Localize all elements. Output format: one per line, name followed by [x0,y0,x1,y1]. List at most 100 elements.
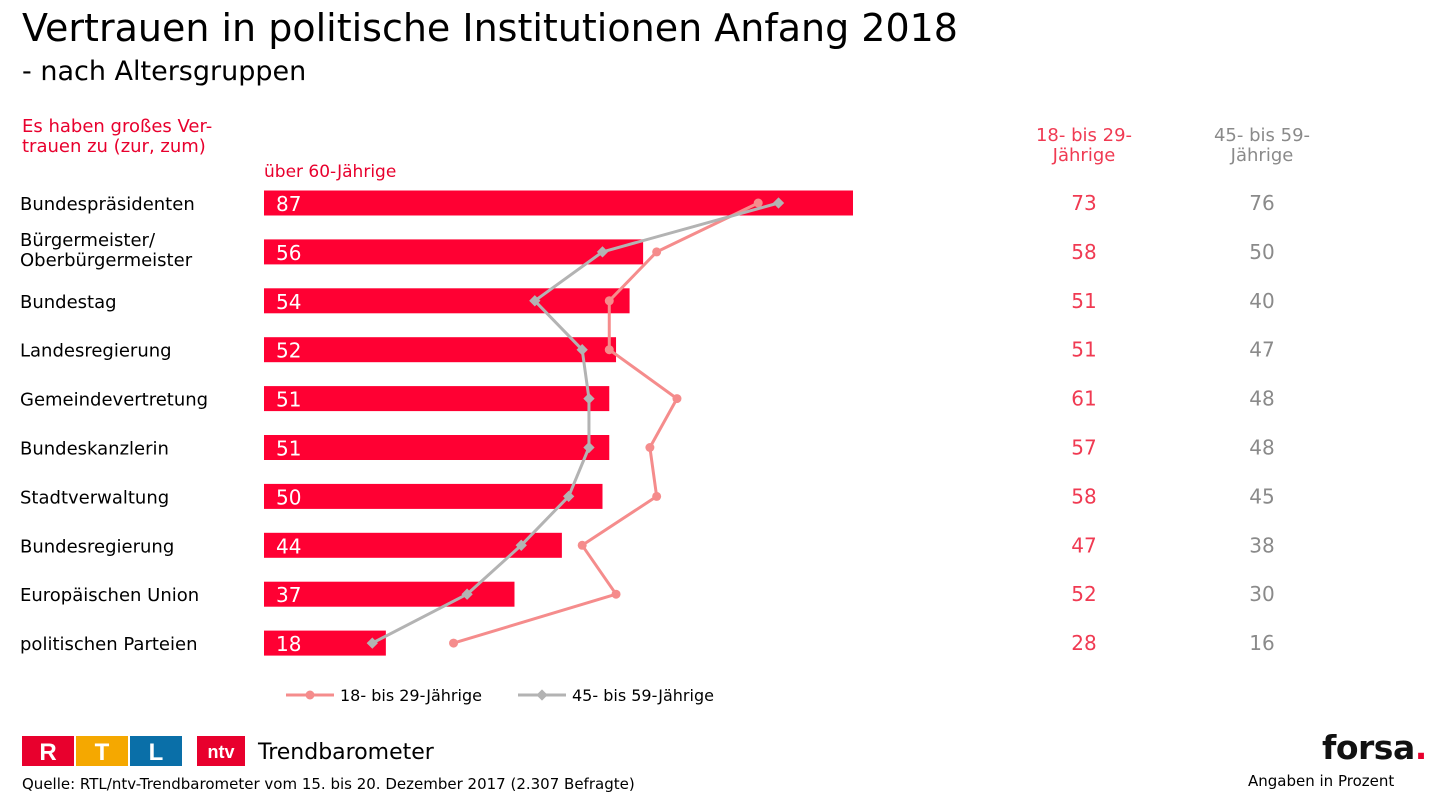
category-label: Bundestag [20,292,117,313]
value-columns-group: 73 76 58 50 51 40 51 47 61 48 57 48 58 45 47 38 52 30 28 16 [1071,191,1274,655]
category-label: Bundesregierung [20,536,174,557]
rtl-logo-l-block [130,736,182,766]
legend-label-18-29: 18- bis 29-Jährige [340,686,482,705]
series-18-29-line [453,201,759,645]
category-label: Bundespräsidenten [20,194,195,215]
bar [264,337,617,363]
category-label: Gemeindevertretung [20,390,208,411]
series-18-29-point [611,589,621,599]
bar [264,630,386,656]
series-18-29-point [604,345,614,355]
value-18-29: 52 [1071,582,1096,606]
bar [264,190,853,216]
bar-value-label: 56 [276,241,301,265]
text-line: Jährige [1230,145,1294,166]
lines-group [366,197,785,649]
series-18-29-point [652,491,662,501]
legend-marker-45-59 [536,689,548,701]
series-45-59-point [596,246,609,258]
text-line: Jährige [1052,145,1116,166]
text-line: trauen zu (zur, zum) [22,136,206,157]
series-45-59-point [562,490,575,503]
value-45-59: 48 [1249,387,1274,411]
category-label: politischen Parteien [20,634,197,655]
ntv-logo-block [197,736,245,766]
value-45-59: 50 [1249,240,1274,264]
bar [264,288,630,314]
bar-value-label: 44 [276,534,301,558]
series-45-59-point [576,344,588,356]
value-18-29: 51 [1071,289,1096,313]
chart-title: Vertrauen in politische Institutionen An… [22,6,958,50]
value-18-29: 58 [1071,240,1096,264]
category-label: Stadtverwaltung [20,487,169,508]
column-header-45-59: 45- bis 59- Jährige [1187,126,1337,166]
legend: 18- bis 29-Jährige 45- bis 59-Jährige [286,686,714,705]
value-18-29: 57 [1071,436,1096,460]
source-note: Quelle: RTL/ntv-Trendbarometer vom 15. b… [22,775,635,793]
series-45-59-point [461,588,473,600]
trust-chart: 87 56 54 52 51 51 50 44 37 18 Bundespräsidenten Bü… [20,190,1275,705]
series-45-59-point [529,295,541,307]
series-18-29-point [577,540,587,550]
value-45-59: 48 [1249,436,1274,460]
value-18-29: 61 [1071,387,1096,411]
rtl-logo-r: R [39,739,56,766]
bar-value-label: 54 [276,290,301,314]
series-18-29-point [604,296,614,306]
series-45-59-point [583,441,595,454]
category-labels-group: Bundespräsidenten Bürgermeister/Oberbürge… [20,194,208,655]
forsa-logo-text: forsa [1322,728,1415,767]
units-note: Angaben in Prozent [1248,772,1395,790]
series-45-59-point [583,392,595,405]
value-45-59: 45 [1249,484,1274,508]
value-18-29: 73 [1071,191,1096,215]
legend-marker-18-29 [305,690,315,700]
bar-value-label: 51 [276,388,301,412]
value-18-29: 51 [1071,338,1096,362]
series-45-59-point [515,539,527,551]
bar-value-label: 51 [276,437,301,461]
series-18-29-point [753,198,763,208]
text-line: 45- bis 59- [1213,125,1311,146]
ntv-logo: ntv [208,742,235,762]
rtl-logo-t: T [95,739,110,766]
chart-subtitle: - nach Altersgruppen [22,56,307,87]
series-45-59-line [371,201,779,645]
forsa-logo: forsa. [1322,728,1427,767]
bar-series-label: über 60-Jährige [264,162,397,182]
bar [264,386,610,412]
value-45-59: 40 [1249,289,1274,313]
text-line: Es haben großes Ver- [22,116,213,137]
category-label: Oberbürgermeister [20,250,193,271]
series-45-59-point [366,637,378,649]
value-18-29: 28 [1071,631,1096,655]
column-header-18-29: 18- bis 29- Jährige [1009,126,1159,166]
value-18-29: 58 [1071,484,1096,508]
category-label: Landesregierung [20,341,172,362]
series-18-29-point [449,638,459,648]
bar-value-label: 87 [276,192,301,216]
legend-label-45-59: 45- bis 59-Jährige [572,686,714,705]
series-18-29-point [672,394,682,404]
category-label: Bürgermeister/ [20,230,156,251]
value-45-59: 30 [1249,582,1274,606]
value-45-59: 38 [1249,533,1274,557]
bar [264,239,644,265]
bar-value-label: 50 [276,485,301,509]
bar-value-label: 18 [276,632,301,656]
series-18-29-point [652,247,662,257]
value-45-59: 76 [1249,191,1274,215]
brand-label: Trendbarometer [258,740,434,765]
forsa-logo-dot: . [1414,728,1428,767]
value-18-29: 47 [1071,533,1096,557]
bar [264,435,610,460]
bar [264,483,603,509]
series-45-59-point [772,197,785,209]
bar-value-label: 37 [276,583,301,607]
rtl-logo-r-block [22,736,74,766]
rtl-logo-t-block [76,736,128,766]
value-45-59: 47 [1249,338,1274,362]
text-line: 18- bis 29- [1035,125,1133,146]
category-label: Bundeskanzlerin [20,439,169,460]
